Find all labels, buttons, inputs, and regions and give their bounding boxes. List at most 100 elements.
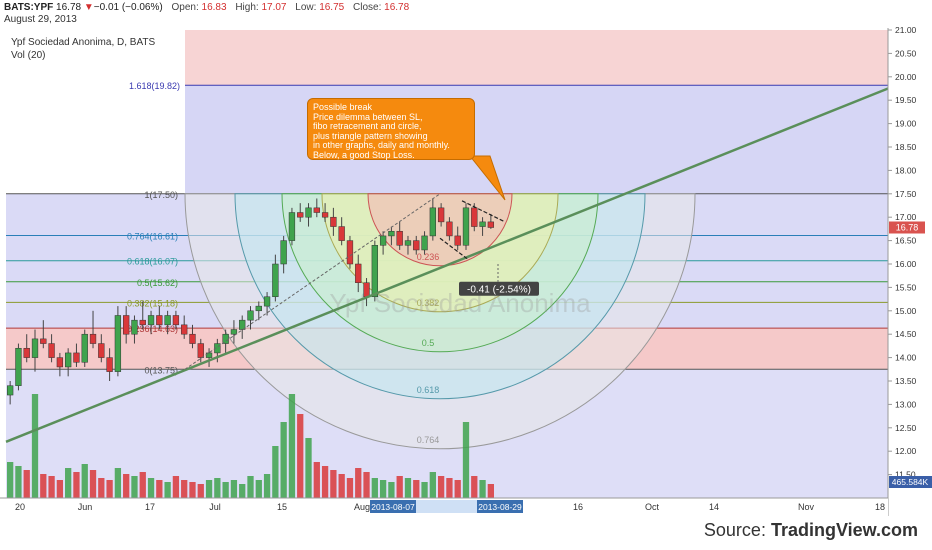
volume-bar (429, 472, 436, 498)
volume-bar (479, 480, 486, 498)
volume-bar (363, 472, 370, 498)
volume-bar (230, 480, 238, 498)
volume-bar (131, 476, 138, 498)
y-tick-label: 11.50 (895, 470, 916, 480)
source-credit: Source: TradingView.com (704, 520, 918, 541)
y-tick-label: 15.00 (895, 306, 917, 316)
x-tick-label: Oct (645, 502, 660, 512)
volume-bar (446, 478, 453, 498)
volume-bar (396, 476, 403, 498)
y-tick-label: 21.00 (895, 25, 917, 35)
candle-body (272, 263, 279, 298)
candle-body (471, 207, 478, 227)
x-range-tag (477, 500, 523, 513)
volume-bar (379, 480, 387, 498)
x-range-label: 2013-08-07 (371, 502, 415, 512)
candle-body (355, 263, 362, 283)
x-tick-label: Nov (798, 502, 815, 512)
volume-bar (197, 484, 204, 498)
candle-body (89, 333, 97, 344)
candle-body (338, 226, 345, 241)
volume-tag-label: 465.584K (892, 477, 929, 487)
candle-body (288, 212, 296, 241)
axes: 21.00 20.50 20.00 19.50 19.00 18.50 18.00 17.50… (0, 25, 932, 516)
volume-bar (355, 468, 362, 498)
measure-label: -0.41 (-2.54%) (467, 285, 531, 296)
volume-bar (222, 482, 229, 498)
candle-body (73, 352, 80, 363)
x-tick-label: 15 (277, 502, 287, 512)
circle-label: 0.236 (417, 252, 440, 262)
candle-body (31, 338, 39, 358)
volume-bar (263, 474, 271, 498)
volume-bar (106, 480, 113, 498)
volume-bar (189, 482, 196, 498)
header-date: August 29, 2013 (4, 14, 77, 25)
candle-body (454, 235, 461, 246)
volume-bar (114, 468, 122, 498)
candle-body (371, 245, 378, 298)
fib-zone-extension (185, 85, 888, 194)
volume-bar (56, 480, 64, 498)
fib-label: 0(13.75) (144, 365, 178, 375)
volume-bar (321, 466, 329, 498)
candle-body (239, 319, 246, 330)
volume-bar (462, 422, 470, 498)
annotation-note[interactable]: Possible break Price dilemma between SL, f… (307, 98, 475, 160)
candles (6, 198, 495, 405)
volume-bar (487, 484, 494, 498)
candle-body (81, 333, 88, 363)
volume-bar (214, 478, 221, 498)
volume-bar (454, 480, 461, 498)
candle-body (106, 357, 113, 372)
volume-bar (471, 476, 478, 498)
candle-body (263, 296, 271, 307)
volume-bar (73, 472, 80, 498)
candle-body (437, 207, 445, 223)
volume-bar (89, 470, 97, 498)
price-tag (889, 221, 925, 234)
volume-bar (172, 476, 180, 498)
y-tick-label: 12.50 (895, 423, 917, 433)
symbol: BATS:YPF (4, 2, 54, 13)
legend-volume: Vol (20) (11, 50, 46, 61)
down-arrow-icon: ▼ (83, 2, 94, 13)
candle-body (396, 230, 403, 246)
note-line: fibo retracement and circle, (313, 121, 422, 131)
y-tick-label: 15.50 (895, 282, 917, 292)
x-tick-label: 14 (709, 502, 719, 512)
candle-body (131, 319, 138, 335)
note-line: Possible break (313, 102, 373, 112)
volume-bar (23, 470, 30, 498)
candle-body (487, 221, 495, 228)
volume-bar (147, 478, 155, 498)
note-line: in other graphs, daily and monthly. (313, 140, 450, 150)
x-tick-label: 17 (145, 502, 155, 512)
volume-bar (280, 422, 287, 498)
x-range-tag (370, 500, 416, 513)
y-tick-label: 20.00 (895, 72, 917, 82)
volume-bar (338, 474, 345, 498)
x-tick-label: 16 (573, 502, 583, 512)
fib-label: 0.764(16.61) (127, 231, 178, 241)
candle-body (330, 216, 337, 227)
candle-body (98, 343, 105, 358)
volume-bar (388, 482, 395, 498)
chart-legend: Ypf Sociedad Anonima, D, BATS Vol (20) (11, 36, 155, 62)
measure-box (459, 281, 539, 296)
y-tick-label: 17.00 (895, 212, 917, 222)
volume-tag (889, 476, 932, 488)
fib-circles: 0.236 0.382 0.5 0.618 0.764 (184, 193, 696, 450)
y-tick-label: 12.00 (895, 446, 917, 456)
x-range-label: 2013-08-29 (478, 502, 522, 512)
candle-body (48, 343, 55, 358)
circle-label: 0.5 (422, 338, 435, 348)
x-tick-label: 20 (15, 502, 25, 512)
candle-body (15, 347, 22, 386)
circle-label: 0.382 (417, 298, 440, 308)
y-tick-label: 20.50 (895, 48, 917, 58)
candle-body (189, 333, 196, 344)
note-line: Price dilemma between SL, (313, 111, 423, 122)
source-prefix: Source: (703, 520, 771, 540)
volume-bar (288, 394, 296, 498)
